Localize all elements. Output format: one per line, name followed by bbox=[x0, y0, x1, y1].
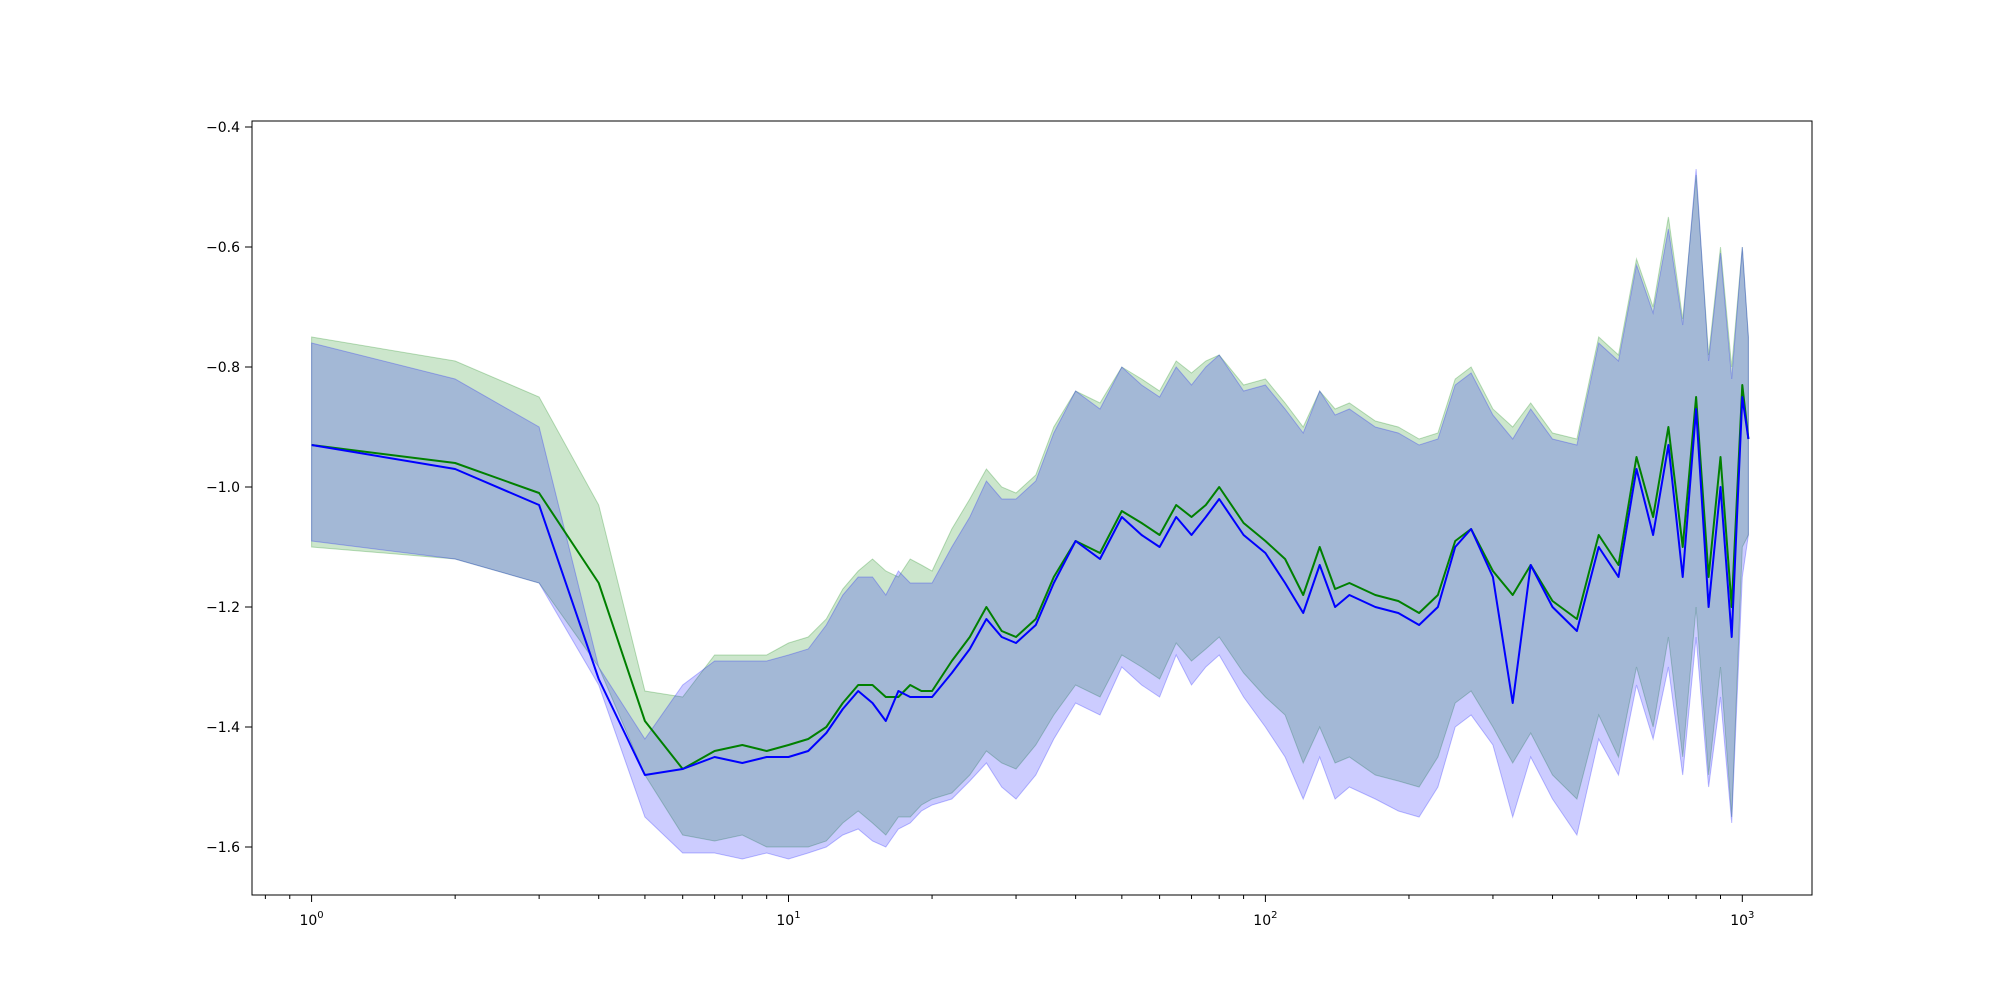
y-tick-label: −0.8 bbox=[206, 360, 240, 376]
line-series-1 bbox=[311, 384, 1750, 770]
y-tick-label: −0.4 bbox=[206, 120, 240, 136]
x-tick-label: 100 bbox=[299, 910, 323, 929]
y-tick-label: −1.2 bbox=[206, 600, 240, 616]
x-tick-label: 103 bbox=[1730, 910, 1754, 929]
line-series-2 bbox=[311, 396, 1750, 776]
series-lines bbox=[311, 384, 1750, 776]
y-tick-label: −1.0 bbox=[206, 480, 240, 496]
x-tick-label: 102 bbox=[1253, 910, 1277, 929]
y-tick-label: −1.6 bbox=[206, 840, 240, 856]
y-tick-label: −0.6 bbox=[206, 240, 240, 256]
y-axis: −0.4 −0.6 −0.8 −1.0 −1.2 −1.4 −1.6 bbox=[206, 120, 252, 856]
x-tick-label: 101 bbox=[776, 910, 800, 929]
confidence-bands bbox=[311, 168, 1749, 860]
y-tick-label: −1.4 bbox=[206, 720, 240, 736]
band-series-1 bbox=[311, 174, 1749, 848]
x-axis: 100 101 102 103 bbox=[264, 895, 1754, 929]
band-series-2 bbox=[311, 168, 1749, 860]
plot-area-frame bbox=[251, 120, 1813, 896]
